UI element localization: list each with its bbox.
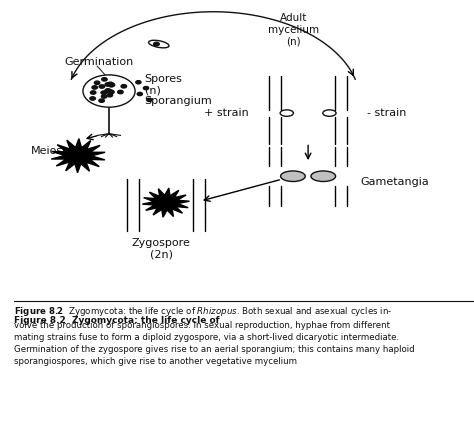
Ellipse shape xyxy=(281,171,305,182)
Circle shape xyxy=(91,91,96,94)
Text: Zygospore
(2n): Zygospore (2n) xyxy=(132,238,191,259)
Circle shape xyxy=(101,91,107,94)
Circle shape xyxy=(83,75,135,107)
Circle shape xyxy=(105,89,110,93)
Text: + strain: + strain xyxy=(204,108,249,118)
Ellipse shape xyxy=(280,110,293,116)
Text: - strain: - strain xyxy=(367,108,407,118)
Circle shape xyxy=(92,86,98,89)
Text: $\mathbf{Figure\ 8.2}$  Zygomycota: the life cycle of $\mathit{Rhizopus}$. Both : $\mathbf{Figure\ 8.2}$ Zygomycota: the l… xyxy=(14,305,415,366)
Circle shape xyxy=(94,81,100,85)
Circle shape xyxy=(109,84,114,87)
Polygon shape xyxy=(51,139,105,173)
Circle shape xyxy=(118,90,123,94)
Text: Gametangia: Gametangia xyxy=(360,177,429,187)
Text: Germination: Germination xyxy=(64,57,133,67)
Circle shape xyxy=(107,93,112,97)
Polygon shape xyxy=(142,188,190,217)
Ellipse shape xyxy=(311,171,336,182)
Ellipse shape xyxy=(149,40,169,48)
Text: Meiosis: Meiosis xyxy=(31,146,72,156)
Text: Spores
(n): Spores (n) xyxy=(145,74,182,96)
Circle shape xyxy=(105,89,111,92)
Ellipse shape xyxy=(323,110,336,116)
Circle shape xyxy=(101,95,107,98)
Circle shape xyxy=(136,81,141,84)
Circle shape xyxy=(143,86,149,90)
Circle shape xyxy=(107,89,112,93)
Circle shape xyxy=(101,77,107,81)
Circle shape xyxy=(109,83,115,86)
Circle shape xyxy=(108,82,113,85)
Circle shape xyxy=(147,98,152,101)
Circle shape xyxy=(99,85,105,88)
Circle shape xyxy=(121,85,127,88)
Circle shape xyxy=(137,93,142,96)
Text: Sporangium: Sporangium xyxy=(145,96,212,106)
Text: Figure 8.2  Zygomycota: the life cycle of: Figure 8.2 Zygomycota: the life cycle of xyxy=(14,316,223,325)
Circle shape xyxy=(99,99,104,102)
Circle shape xyxy=(154,42,159,46)
Text: Adult
mycelium
(n): Adult mycelium (n) xyxy=(268,13,319,46)
Circle shape xyxy=(105,83,110,86)
Circle shape xyxy=(90,97,95,100)
Circle shape xyxy=(109,90,114,94)
